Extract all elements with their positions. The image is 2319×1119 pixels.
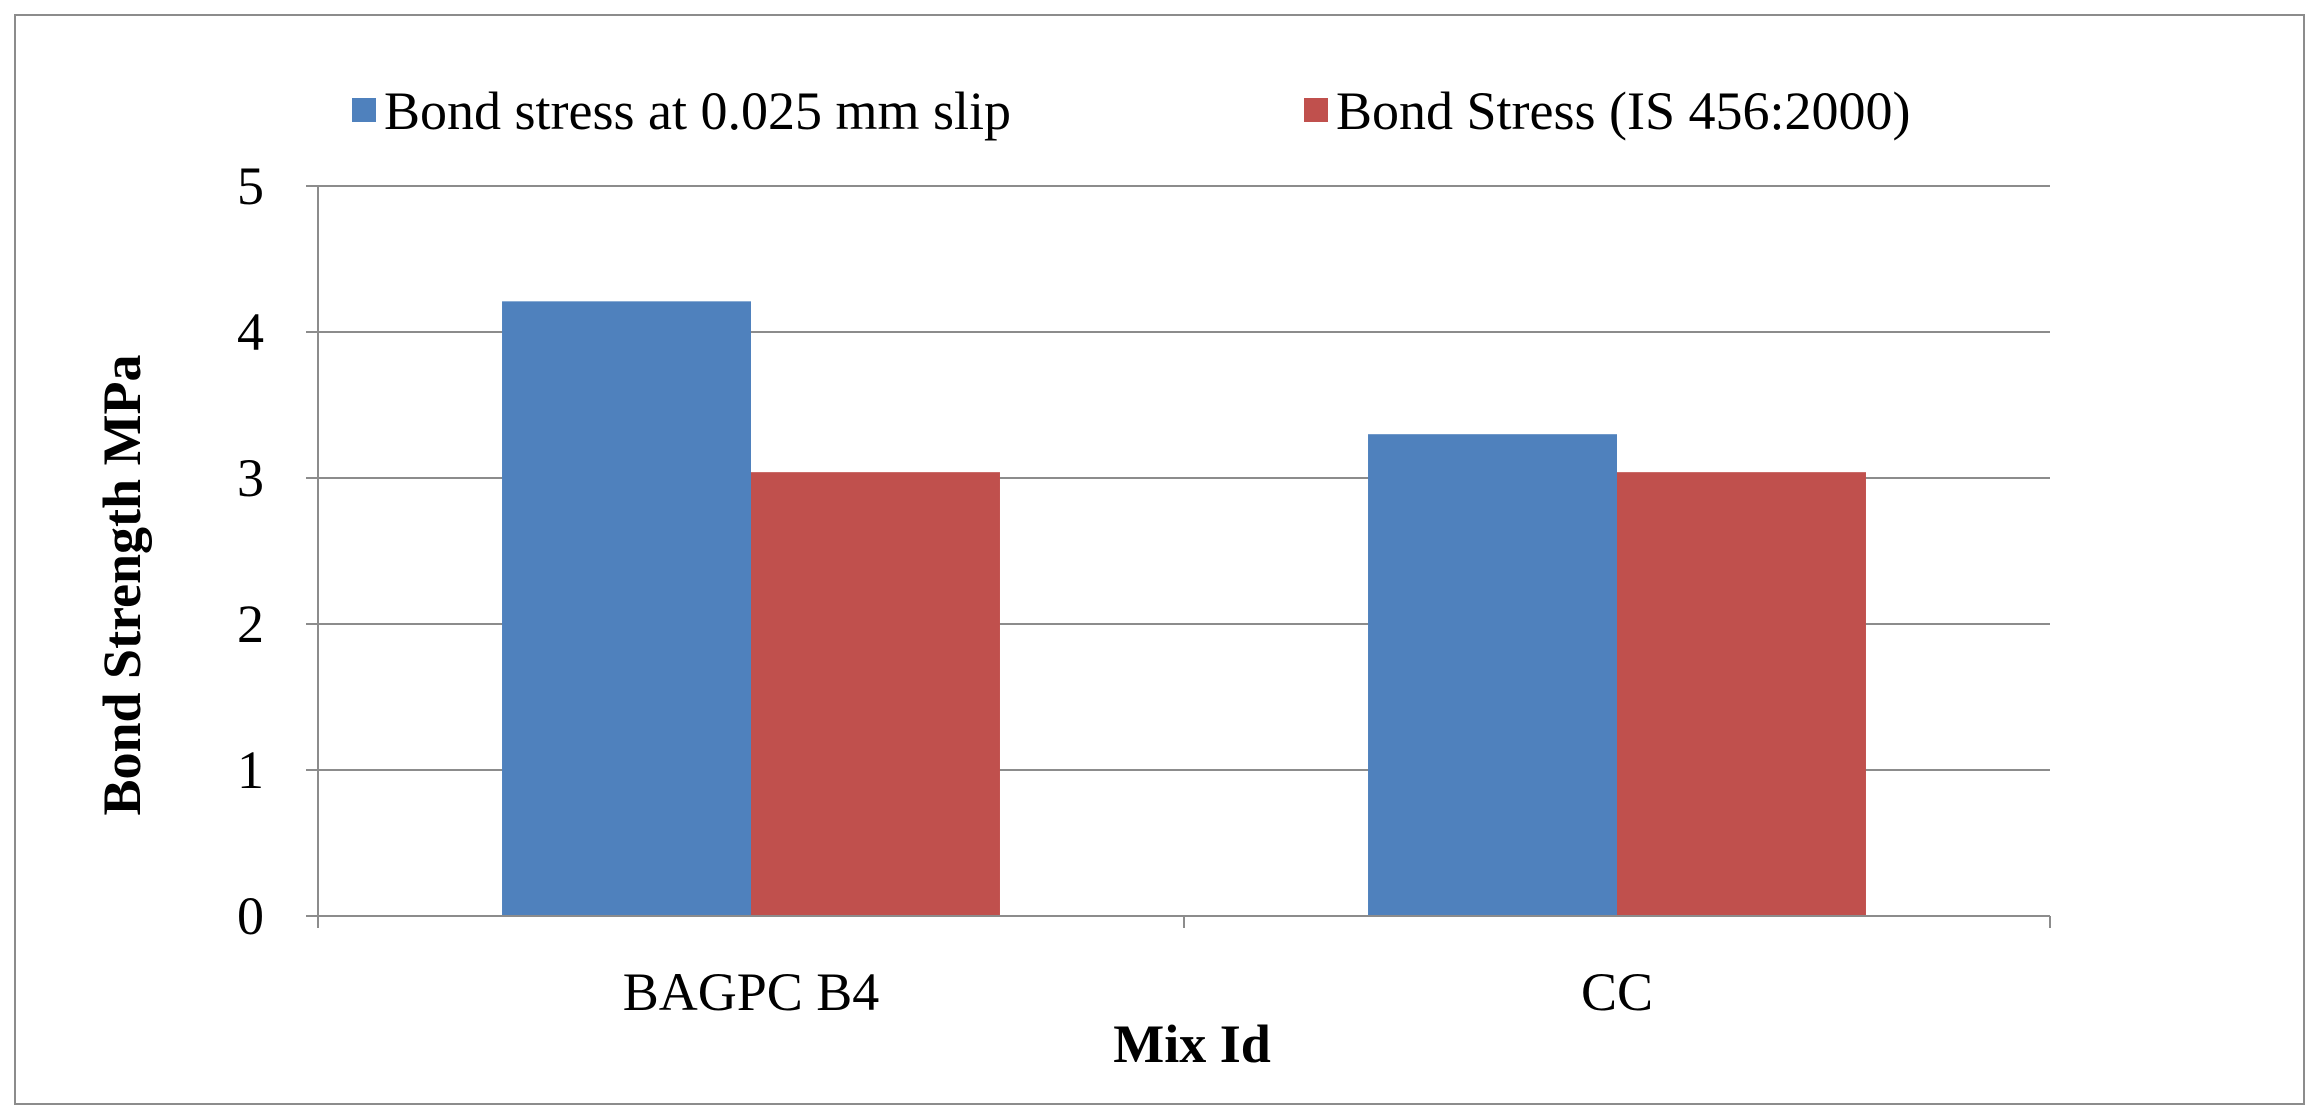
- y-axis-title: Bond Strength MPa: [92, 354, 152, 815]
- y-tick-labels: 0 1 2 3 4 5: [237, 156, 264, 946]
- legend-label-series-2: Bond Stress (IS 456:2000): [1336, 81, 1911, 141]
- y-tick-label: 4: [237, 302, 264, 362]
- legend: Bond stress at 0.025 mm slip Bond Stress…: [352, 81, 1911, 141]
- x-tick-label: BAGPC B4: [623, 962, 880, 1022]
- x-axis-title: Mix Id: [1113, 1014, 1271, 1074]
- bar-series-1-cc: [1368, 434, 1617, 916]
- chart-frame: [14, 14, 2305, 1105]
- y-tick-label: 3: [237, 448, 264, 508]
- y-tick-label: 2: [237, 594, 264, 654]
- bar-series-2-cc: [1617, 472, 1866, 916]
- y-tick-label: 1: [237, 740, 264, 800]
- legend-label-series-1: Bond stress at 0.025 mm slip: [384, 81, 1011, 141]
- y-tick-label: 5: [237, 156, 264, 216]
- legend-swatch-series-2: [1304, 98, 1328, 122]
- axes: [306, 185, 2051, 928]
- legend-swatch-series-1: [352, 98, 376, 122]
- bar-series-1-bagpc-b4: [502, 301, 751, 917]
- x-tick-label: CC: [1581, 962, 1653, 1022]
- bars: [502, 301, 1866, 917]
- x-tick-labels: BAGPC B4 CC: [623, 962, 1653, 1022]
- bar-series-2-bagpc-b4: [751, 472, 1000, 916]
- y-tick-label: 0: [237, 886, 264, 946]
